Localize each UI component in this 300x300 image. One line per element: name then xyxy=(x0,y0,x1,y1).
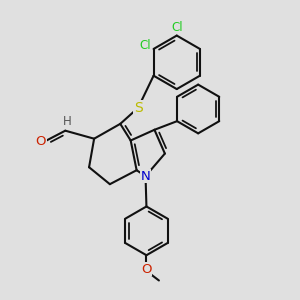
Text: H: H xyxy=(63,115,72,128)
Text: Cl: Cl xyxy=(140,39,151,52)
Text: H: H xyxy=(63,115,72,128)
Text: O: O xyxy=(141,263,152,276)
Text: S: S xyxy=(134,101,142,115)
Text: Cl: Cl xyxy=(172,21,183,34)
Text: O: O xyxy=(36,135,46,148)
Text: O: O xyxy=(36,135,46,148)
Text: O: O xyxy=(141,263,152,276)
Text: S: S xyxy=(134,101,142,115)
Text: N: N xyxy=(141,170,150,183)
